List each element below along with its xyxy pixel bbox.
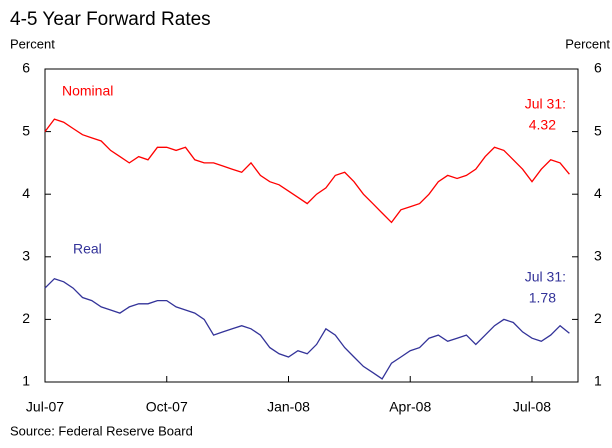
y2-tick-label: 5: [594, 122, 602, 138]
plot-frame: [44, 68, 579, 383]
y-axis-label: Percent: [10, 36, 55, 51]
series-line: [44, 277, 570, 380]
chart-title: 4-5 Year Forward Rates: [10, 9, 211, 30]
series-line: [44, 118, 570, 224]
y-tick-label: 1: [22, 373, 30, 389]
series-label: Nominal: [62, 83, 113, 99]
y2-tick-label: 2: [594, 310, 602, 326]
series-label: Real: [73, 241, 102, 257]
x-tick-label: Jan-08: [267, 399, 310, 415]
y2-tick-label: 3: [594, 248, 602, 264]
x-tick-label: Jul-07: [26, 399, 64, 415]
y-tick-label: 4: [22, 185, 30, 201]
x-tick-label: Oct-07: [146, 399, 188, 415]
source-note: Source: Federal Reserve Board: [10, 423, 193, 438]
y-tick-label: 6: [22, 60, 30, 76]
y2-axis-label: Percent: [565, 36, 610, 51]
y2-tick-label: 4: [594, 185, 602, 201]
x-tick-label: Jul-08: [513, 399, 551, 415]
y-tick-label: 5: [22, 122, 30, 138]
value-label: 1.78: [529, 290, 556, 306]
annotation: Jul 31:: [525, 96, 566, 112]
annotation: Jul 31:: [525, 269, 566, 285]
y-tick-label: 2: [22, 310, 30, 326]
value-label: 4.32: [529, 117, 556, 133]
x-tick-label: Apr-08: [389, 399, 431, 415]
y2-tick-label: 6: [594, 60, 602, 76]
y2-tick-label: 1: [594, 373, 602, 389]
y-tick-label: 3: [22, 248, 30, 264]
